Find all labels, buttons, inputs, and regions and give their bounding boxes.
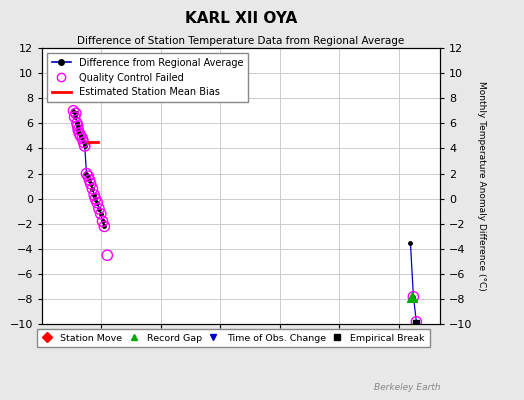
Point [96, 211, 105, 217]
Point [70, 114, 79, 120]
Point [412, 320, 421, 326]
Point [72, 110, 80, 116]
Text: Berkeley Earth: Berkeley Earth [374, 383, 440, 392]
Point [99, 218, 107, 224]
Point [88, 186, 96, 192]
Point [84, 173, 92, 179]
Point [69, 108, 78, 114]
Point [81, 143, 89, 149]
Point [408, 294, 417, 300]
Point [73, 123, 82, 129]
Point [103, 252, 112, 258]
Point [95, 206, 103, 212]
Text: KARL XII OYA: KARL XII OYA [185, 11, 297, 26]
Point [90, 192, 99, 198]
Point [86, 180, 95, 187]
Point [409, 294, 418, 300]
Point [79, 139, 88, 146]
Point [74, 126, 82, 133]
Point [91, 196, 100, 202]
Point [100, 223, 108, 230]
Legend: Station Move, Record Gap, Time of Obs. Change, Empirical Break: Station Move, Record Gap, Time of Obs. C… [37, 329, 430, 348]
Point [82, 170, 91, 177]
Point [93, 199, 101, 206]
Title: Difference of Station Temperature Data from Regional Average: Difference of Station Temperature Data f… [78, 36, 405, 46]
Point [75, 130, 83, 137]
Y-axis label: Monthly Temperature Anomaly Difference (°C): Monthly Temperature Anomaly Difference (… [477, 81, 486, 291]
Point [73, 120, 81, 126]
Point [85, 177, 94, 183]
Legend: Difference from Regional Average, Quality Control Failed, Estimated Station Mean: Difference from Regional Average, Qualit… [47, 53, 248, 102]
Point [78, 135, 86, 142]
Point [77, 133, 85, 139]
Point [412, 319, 421, 325]
